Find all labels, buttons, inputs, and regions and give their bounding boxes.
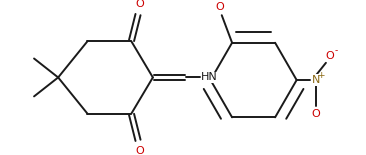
Text: O: O	[326, 51, 335, 61]
Text: O: O	[135, 0, 144, 9]
Text: HN: HN	[201, 72, 218, 82]
Text: O: O	[311, 109, 320, 120]
Text: +: +	[317, 71, 325, 80]
Text: O: O	[216, 2, 224, 12]
Text: N: N	[311, 75, 320, 85]
Text: O: O	[135, 146, 144, 155]
Text: -: -	[335, 46, 338, 55]
